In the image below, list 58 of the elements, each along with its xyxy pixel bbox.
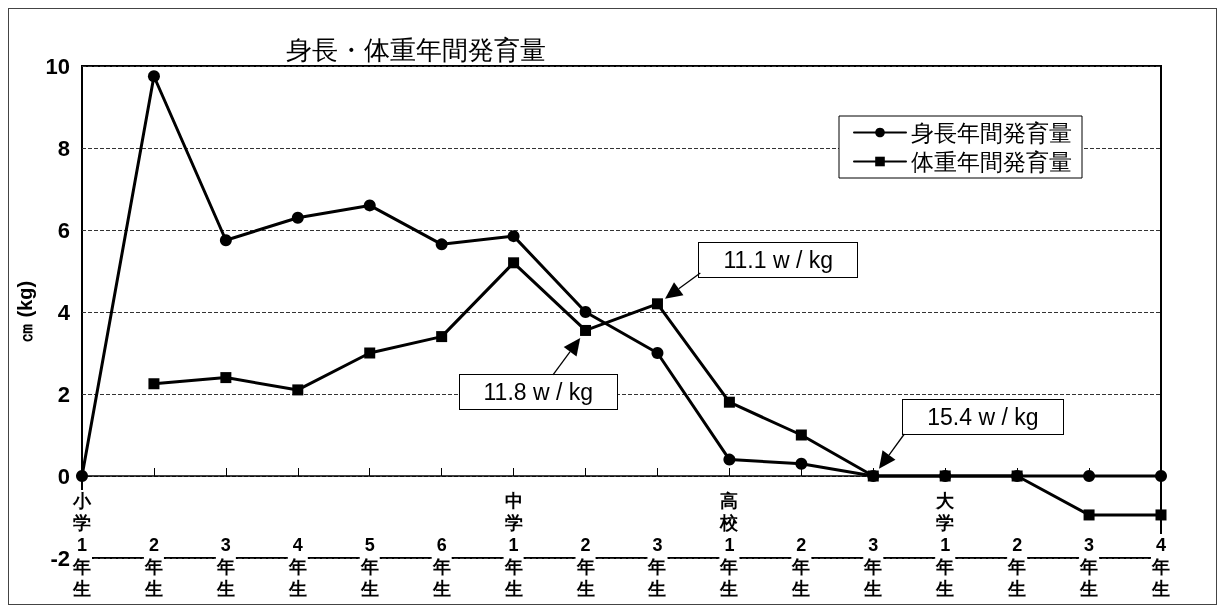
point xyxy=(291,211,304,224)
x-tick-label: 2年生 xyxy=(143,535,163,599)
point xyxy=(795,457,808,470)
y-tick-label: -2 xyxy=(50,545,70,571)
point xyxy=(292,384,304,396)
point xyxy=(939,470,951,482)
y-tick-label: 4 xyxy=(57,299,71,325)
x-tick-label: 小学1年生 xyxy=(72,491,92,599)
point xyxy=(364,347,376,359)
point xyxy=(508,257,520,269)
point xyxy=(507,230,520,243)
point xyxy=(436,331,448,343)
x-tick-label: 高校1年生 xyxy=(719,491,740,599)
x-tick-label: 2年生 xyxy=(575,535,595,599)
annotation: 15.4 w / kg xyxy=(902,399,1064,435)
x-tick-label: 4年生 xyxy=(287,535,307,599)
point xyxy=(579,306,592,318)
point xyxy=(651,347,664,359)
point xyxy=(1155,509,1167,521)
x-tick-label: 3年生 xyxy=(863,535,883,599)
y-axis-title: ㎝ (kg) xyxy=(13,280,36,344)
y-tick-label: 0 xyxy=(57,463,70,489)
point xyxy=(435,238,448,251)
point xyxy=(220,372,232,384)
x-tick-label: 3年生 xyxy=(647,535,667,599)
point xyxy=(147,70,160,83)
x-tick-label: 大学1年生 xyxy=(935,491,956,599)
y-tick-label: 2 xyxy=(57,381,70,407)
y-tick-label: 10 xyxy=(45,53,70,79)
annotation: 11.8 w / kg xyxy=(458,374,619,411)
y-tick-label: 6 xyxy=(57,217,70,243)
x-tick-label: 3年生 xyxy=(215,535,235,599)
point xyxy=(1011,470,1023,482)
x-tick-label: 4年生 xyxy=(1151,535,1170,599)
x-tick-label: 2年生 xyxy=(791,535,811,599)
point xyxy=(1155,470,1167,482)
x-tick-label: 6年生 xyxy=(431,535,451,599)
point xyxy=(723,396,735,408)
chart-title: 身長・体重年間発育量 xyxy=(286,35,546,65)
point xyxy=(723,453,736,466)
legend-label: 身長年間発育量 xyxy=(911,119,1072,146)
y-tick-label: 8 xyxy=(57,135,70,161)
x-tick-label: 3年生 xyxy=(1079,535,1099,599)
point xyxy=(76,470,88,482)
point xyxy=(363,199,376,212)
point xyxy=(795,429,807,441)
point xyxy=(580,324,592,336)
point xyxy=(1083,470,1096,482)
point xyxy=(219,234,232,247)
point xyxy=(148,378,160,390)
annotation: 11.1 w / kg xyxy=(698,241,858,278)
x-tick-label: 2年生 xyxy=(1007,535,1027,599)
x-tick-label: 5年生 xyxy=(359,535,379,599)
x-tick-label: 中学1年生 xyxy=(503,491,523,599)
point xyxy=(1083,509,1095,521)
point xyxy=(867,470,879,482)
point xyxy=(651,298,663,310)
legend-label: 体重年間発育量 xyxy=(911,148,1072,175)
